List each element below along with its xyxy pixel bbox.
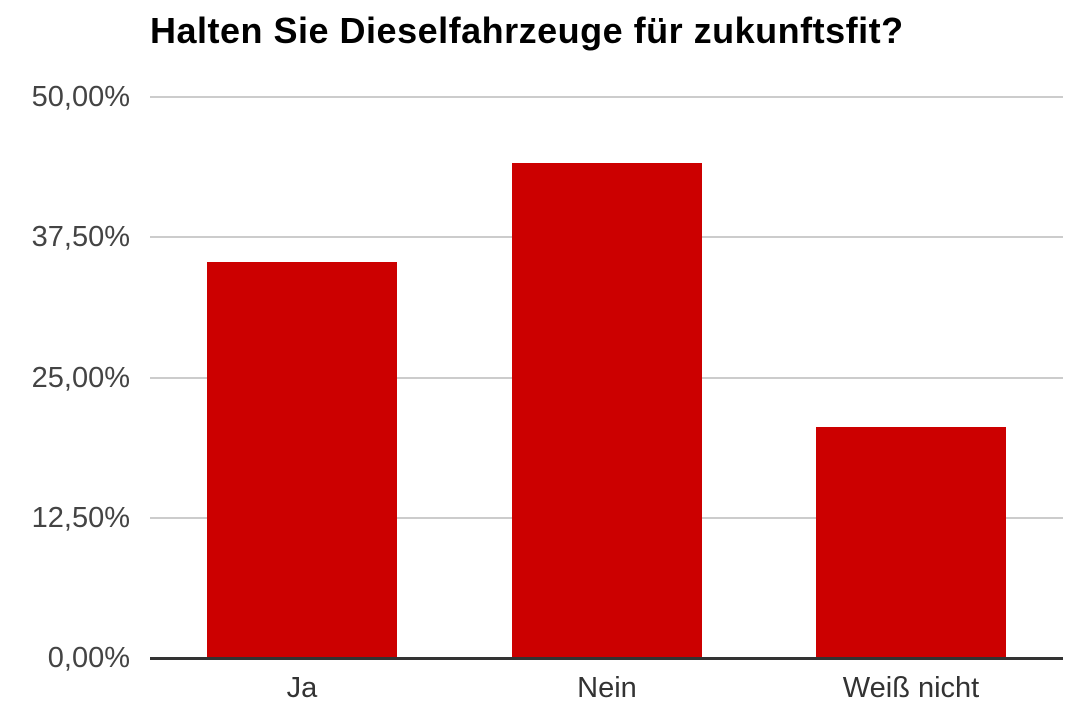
- x-axis-baseline: [150, 657, 1063, 660]
- x-tick-label: Ja: [286, 672, 318, 704]
- bar-ja: [207, 262, 397, 657]
- chart-title: Halten Sie Dieselfahrzeuge für zukunftsf…: [150, 10, 904, 51]
- y-tick-label: 0,00%: [47, 642, 130, 674]
- bar-wei-nicht: [816, 427, 1006, 657]
- y-tick-label: 12,50%: [31, 502, 130, 534]
- y-tick-label: 25,00%: [31, 362, 130, 394]
- bar-nein: [512, 163, 702, 657]
- x-tick-label: Nein: [577, 672, 637, 704]
- y-tick-label: 50,00%: [31, 81, 130, 113]
- gridline: [150, 96, 1063, 98]
- y-tick-label: 37,50%: [31, 221, 130, 253]
- x-tick-label: Weiß nicht: [842, 672, 980, 704]
